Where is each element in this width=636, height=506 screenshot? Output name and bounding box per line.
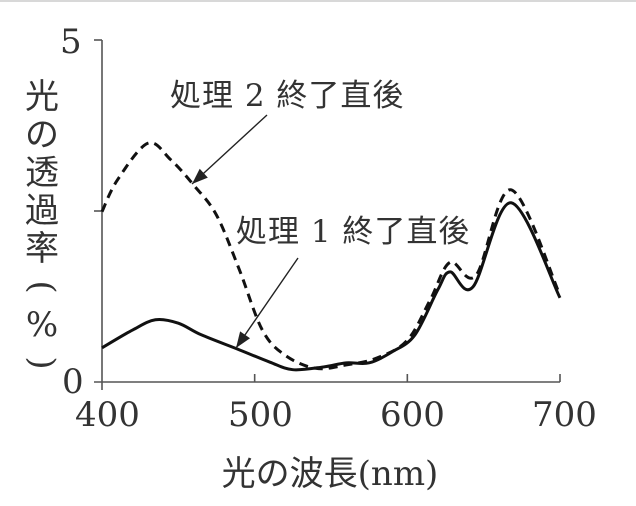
x-tick-label-700: 700 <box>532 395 597 435</box>
arrow-treatment-1-line <box>235 257 299 349</box>
y-axis-label: 光 の 透 過 率 ( % ) <box>22 78 62 382</box>
arrow-treatment-2-line <box>191 114 268 185</box>
chart-series <box>100 141 562 372</box>
y-axis-label-char: の <box>25 115 59 155</box>
x-tick-label-400: 400 <box>75 395 140 435</box>
y-axis-label-char: 透 <box>25 153 59 193</box>
y-axis-label-char: 過 <box>25 191 59 231</box>
series-line-treatment-2 <box>100 141 562 371</box>
y-axis-label-char: ) <box>22 356 62 370</box>
y-tick-label-0: 0 <box>62 362 84 402</box>
annotation-treatment-2: 処理 2 終了直後 <box>170 78 405 114</box>
x-axis-label: 光の波長(nm) <box>221 454 439 494</box>
annotation-treatment-1: 処理 1 終了直後 <box>236 214 471 250</box>
axes <box>94 39 561 390</box>
arrow-treatment-2-head-icon <box>192 168 208 184</box>
arrow-treatment-1-head-icon <box>236 331 251 348</box>
top-border <box>0 0 636 2</box>
y-axis-label-char: 率 <box>25 229 59 269</box>
annotation-arrows <box>191 114 299 349</box>
series-line-treatment-1 <box>101 201 562 372</box>
x-tick-label-600: 600 <box>380 395 445 435</box>
y-tick-label-5: 5 <box>60 22 82 62</box>
y-axis-label-char: 光 <box>25 77 59 117</box>
y-axis-label-char: ( <box>22 280 62 294</box>
x-tick-label-500: 500 <box>228 395 293 435</box>
y-axis-label-char: % <box>25 305 59 345</box>
